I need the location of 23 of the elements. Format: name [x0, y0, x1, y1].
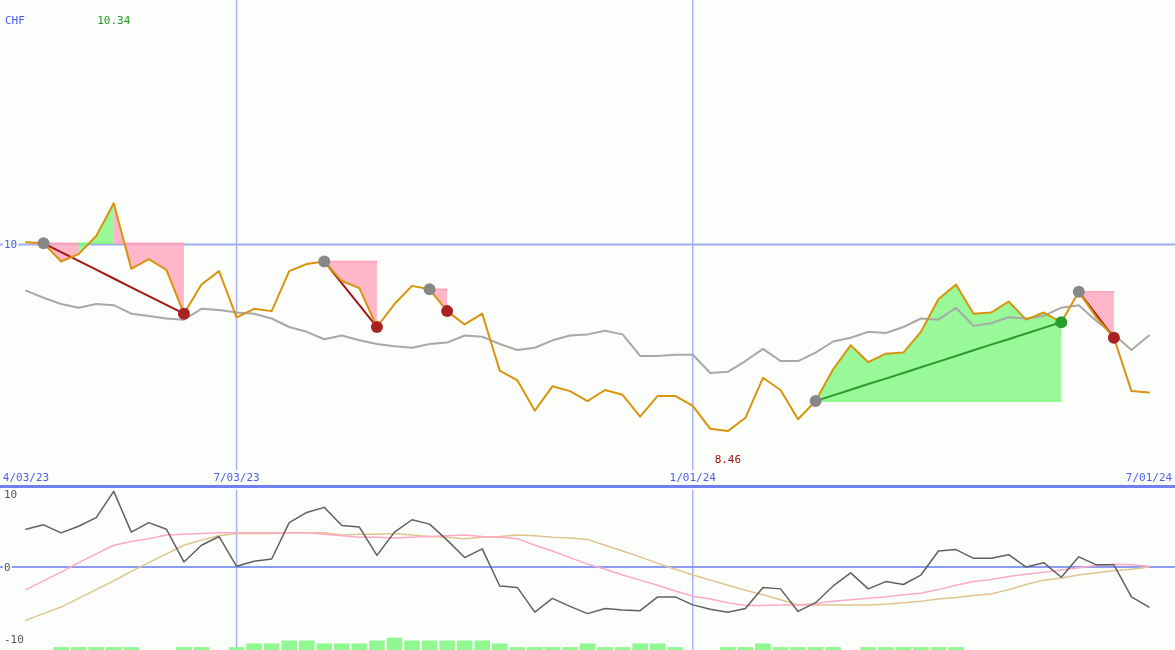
point [1055, 316, 1068, 329]
y-tick-label: -10 [4, 633, 24, 647]
annotation: 8.46 [714, 453, 742, 466]
point [1072, 285, 1085, 298]
x-tick-label: 1/01/24 [669, 471, 717, 484]
line-series [25, 532, 1150, 621]
point [423, 283, 436, 296]
line-series [25, 490, 1150, 615]
y-tick-label: 0 [4, 560, 11, 574]
chart-title: CHF [5, 14, 25, 27]
point [809, 395, 822, 408]
point [1107, 331, 1120, 344]
point [318, 255, 331, 268]
point [370, 321, 383, 334]
point [441, 305, 454, 318]
line-series [25, 532, 1150, 607]
x-tick-label: 7/03/23 [213, 471, 260, 484]
point [37, 237, 50, 250]
x-tick-label: 4/03/23 [2, 471, 50, 484]
x-tick-label: 7/01/24 [1125, 471, 1173, 484]
text: 10.34 [97, 14, 131, 27]
point [177, 307, 190, 320]
y-tick-label: 10 [4, 487, 18, 501]
